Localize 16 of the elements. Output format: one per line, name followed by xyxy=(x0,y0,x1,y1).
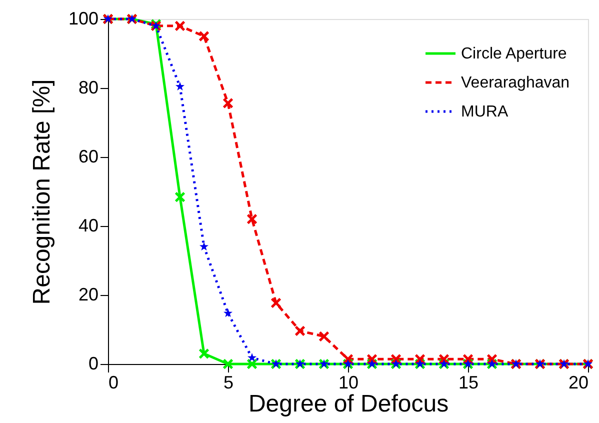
x-tick-label: 0 xyxy=(108,372,119,392)
legend-label: MURA xyxy=(461,104,508,120)
y-tick-label: 100 xyxy=(68,8,98,28)
y-tick-label: 60 xyxy=(78,146,98,166)
x-tick-label: 10 xyxy=(338,372,359,392)
legend-label: Circle Aperture xyxy=(461,46,567,62)
x-axis-title: Degree of Defocus xyxy=(248,390,449,418)
y-tick-label: 0 xyxy=(88,354,98,374)
y-tick-label: 80 xyxy=(78,78,98,98)
x-tick-label: 20 xyxy=(568,372,588,392)
y-axis-title: Recognition Rate [%] xyxy=(28,79,56,305)
y-tick-label: 40 xyxy=(78,216,98,236)
y-tick-label: 20 xyxy=(78,284,98,304)
x-tick-label: 5 xyxy=(223,372,234,392)
x-tick-label: 15 xyxy=(458,372,479,392)
legend-label: Veeraraghavan xyxy=(461,74,570,92)
